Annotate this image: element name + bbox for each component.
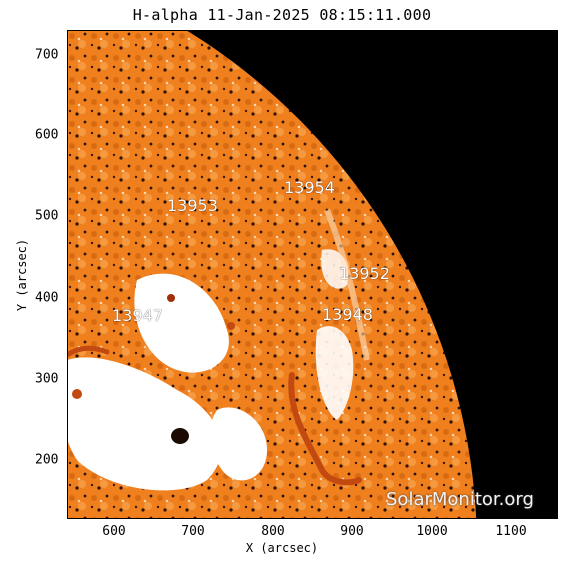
x-axis-label: X (arcsec) (245, 541, 319, 555)
image-title: H-alpha 11-Jan-2025 08:15:11.000 (132, 6, 432, 24)
x-tick-label: 1100 (495, 524, 527, 539)
x-tick-label: 700 (181, 524, 205, 539)
y-tick-label: 400 (35, 290, 59, 306)
region-label-13954: 13954 (284, 178, 335, 197)
x-tick-label: 800 (261, 524, 285, 539)
y-tick-label: 300 (35, 371, 59, 387)
solar-disk-svg (67, 30, 558, 519)
region-label-13947: 13947 (112, 306, 163, 325)
y-tick-label: 700 (35, 47, 59, 63)
watermark: SolarMonitor.org (386, 489, 534, 510)
y-tick-label: 500 (35, 208, 59, 224)
solar-image (67, 30, 558, 519)
y-tick-label: 200 (35, 452, 59, 468)
region-label-13953: 13953 (167, 196, 218, 215)
y-tick-label: 600 (35, 127, 59, 143)
region-label-13948: 13948 (322, 305, 373, 324)
y-axis-label: Y (arcsec) (15, 238, 29, 312)
region-label-13952: 13952 (339, 264, 390, 283)
x-tick-label: 600 (102, 524, 126, 539)
x-tick-label: 1000 (416, 524, 448, 539)
x-tick-label: 900 (340, 524, 364, 539)
